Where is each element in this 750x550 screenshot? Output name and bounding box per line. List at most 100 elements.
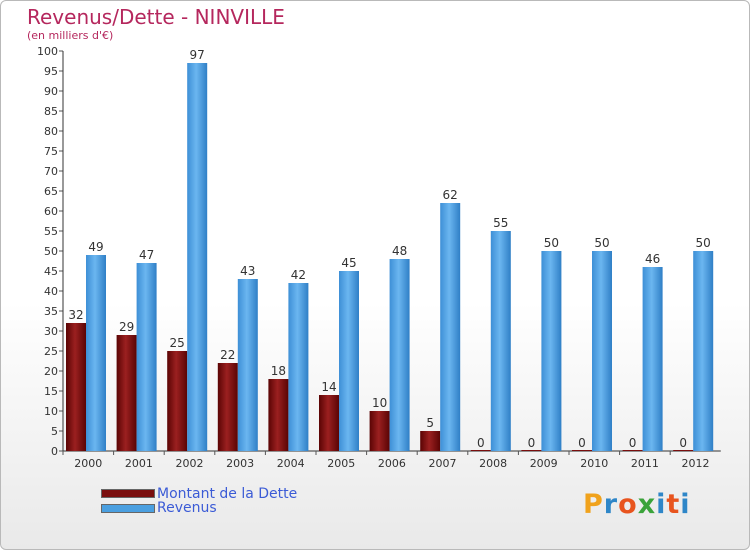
data-label-debt: 0 bbox=[629, 436, 637, 450]
bar-revenus bbox=[288, 283, 309, 451]
bar-debt bbox=[66, 323, 86, 451]
logo-letter: P bbox=[583, 489, 604, 520]
bar-revenus bbox=[136, 263, 157, 451]
bar-revenus bbox=[389, 259, 410, 451]
x-tick-label: 2002 bbox=[176, 457, 204, 470]
bar-revenus bbox=[187, 63, 208, 451]
bar-debt bbox=[319, 395, 339, 451]
data-label-revenus: 50 bbox=[544, 236, 559, 250]
data-label-revenus: 97 bbox=[190, 48, 205, 62]
data-label-revenus: 50 bbox=[696, 236, 711, 250]
y-tick-label: 5 bbox=[51, 425, 58, 438]
bar-debt bbox=[420, 431, 441, 451]
y-tick-label: 20 bbox=[44, 365, 58, 378]
legend-swatch-revenus bbox=[101, 504, 155, 513]
chart-subtitle: (en milliers d'€) bbox=[27, 29, 114, 42]
legend-label-revenus: Revenus bbox=[157, 500, 217, 516]
bar-debt bbox=[622, 450, 643, 451]
y-tick-label: 90 bbox=[44, 85, 58, 98]
bar-debt bbox=[217, 363, 238, 451]
data-label-revenus: 46 bbox=[645, 252, 660, 266]
x-tick-label: 2008 bbox=[479, 457, 507, 470]
x-tick-label: 2000 bbox=[74, 457, 102, 470]
x-tick-label: 2005 bbox=[327, 457, 355, 470]
bar-debt bbox=[521, 450, 542, 451]
data-label-debt: 32 bbox=[68, 308, 83, 322]
x-tick-label: 2003 bbox=[226, 457, 254, 470]
y-tick-label: 60 bbox=[44, 205, 58, 218]
data-label-debt: 22 bbox=[220, 348, 235, 362]
bar-revenus bbox=[339, 271, 359, 451]
axes: 0510152025303540455055606570758085909510… bbox=[37, 45, 721, 470]
x-tick-label: 2006 bbox=[378, 457, 406, 470]
logo-letter: r bbox=[603, 489, 619, 520]
data-label-debt: 5 bbox=[426, 416, 434, 430]
data-label-debt: 18 bbox=[271, 364, 286, 378]
bar-debt bbox=[572, 450, 592, 451]
data-label-debt: 0 bbox=[578, 436, 586, 450]
data-label-revenus: 47 bbox=[139, 248, 154, 262]
data-label-debt: 0 bbox=[528, 436, 536, 450]
logo-letter: o bbox=[618, 489, 638, 520]
x-tick-label: 2001 bbox=[125, 457, 153, 470]
y-tick-label: 45 bbox=[44, 265, 58, 278]
bars bbox=[66, 63, 714, 451]
logo-letter: i bbox=[680, 489, 691, 520]
y-tick-label: 100 bbox=[37, 45, 58, 58]
bar-revenus bbox=[642, 267, 663, 451]
x-tick-label: 2009 bbox=[530, 457, 558, 470]
bar-revenus bbox=[490, 231, 511, 451]
data-label-debt: 25 bbox=[170, 336, 185, 350]
y-tick-label: 35 bbox=[44, 305, 58, 318]
bar-debt bbox=[167, 351, 188, 451]
logo-letter: t bbox=[666, 489, 681, 520]
bar-debt bbox=[268, 379, 289, 451]
data-label-revenus: 62 bbox=[443, 188, 458, 202]
y-tick-label: 55 bbox=[44, 225, 58, 238]
y-tick-label: 95 bbox=[44, 65, 58, 78]
bar-debt bbox=[116, 335, 137, 451]
data-label-debt: 14 bbox=[321, 380, 336, 394]
data-label-revenus: 55 bbox=[493, 216, 508, 230]
y-tick-label: 30 bbox=[44, 325, 58, 338]
bar-debt bbox=[470, 450, 491, 451]
logo-letter: i bbox=[656, 489, 667, 520]
data-labels: 32 49 29 47 25 97 22 43 18 42 14 45 10 48 5 62 0 55 0 50 0 50… bbox=[68, 48, 710, 450]
x-tick-label: 2004 bbox=[277, 457, 305, 470]
data-label-debt: 0 bbox=[477, 436, 485, 450]
y-tick-label: 75 bbox=[44, 145, 58, 158]
proxiti-logo: Proxiti bbox=[583, 489, 691, 520]
bar-revenus bbox=[541, 251, 562, 451]
y-tick-label: 40 bbox=[44, 285, 58, 298]
legend-swatch-debt bbox=[101, 489, 155, 498]
y-tick-label: 50 bbox=[44, 245, 58, 258]
data-label-revenus: 50 bbox=[594, 236, 609, 250]
y-tick-label: 25 bbox=[44, 345, 58, 358]
y-tick-label: 70 bbox=[44, 165, 58, 178]
y-tick-label: 80 bbox=[44, 125, 58, 138]
data-label-revenus: 42 bbox=[291, 268, 306, 282]
data-label-revenus: 49 bbox=[88, 240, 103, 254]
legend-label-debt: Montant de la Dette bbox=[157, 486, 298, 502]
y-tick-label: 10 bbox=[44, 405, 58, 418]
bar-debt bbox=[673, 450, 694, 451]
data-label-debt: 10 bbox=[372, 396, 387, 410]
y-tick-label: 0 bbox=[51, 445, 58, 458]
bar-revenus bbox=[86, 255, 106, 451]
data-label-revenus: 48 bbox=[392, 244, 407, 258]
x-tick-label: 2012 bbox=[682, 457, 710, 470]
data-label-revenus: 43 bbox=[240, 264, 255, 278]
x-tick-label: 2010 bbox=[580, 457, 608, 470]
data-label-revenus: 45 bbox=[341, 256, 356, 270]
logo-letter: x bbox=[637, 489, 657, 520]
x-tick-label: 2011 bbox=[631, 457, 659, 470]
bar-revenus bbox=[592, 251, 612, 451]
bar-revenus bbox=[440, 203, 461, 451]
chart-title: Revenus/Dette - NINVILLE bbox=[27, 5, 285, 29]
x-tick-label: 2007 bbox=[429, 457, 457, 470]
y-tick-label: 65 bbox=[44, 185, 58, 198]
bar-revenus bbox=[237, 279, 258, 451]
data-label-debt: 0 bbox=[679, 436, 687, 450]
y-tick-label: 85 bbox=[44, 105, 58, 118]
